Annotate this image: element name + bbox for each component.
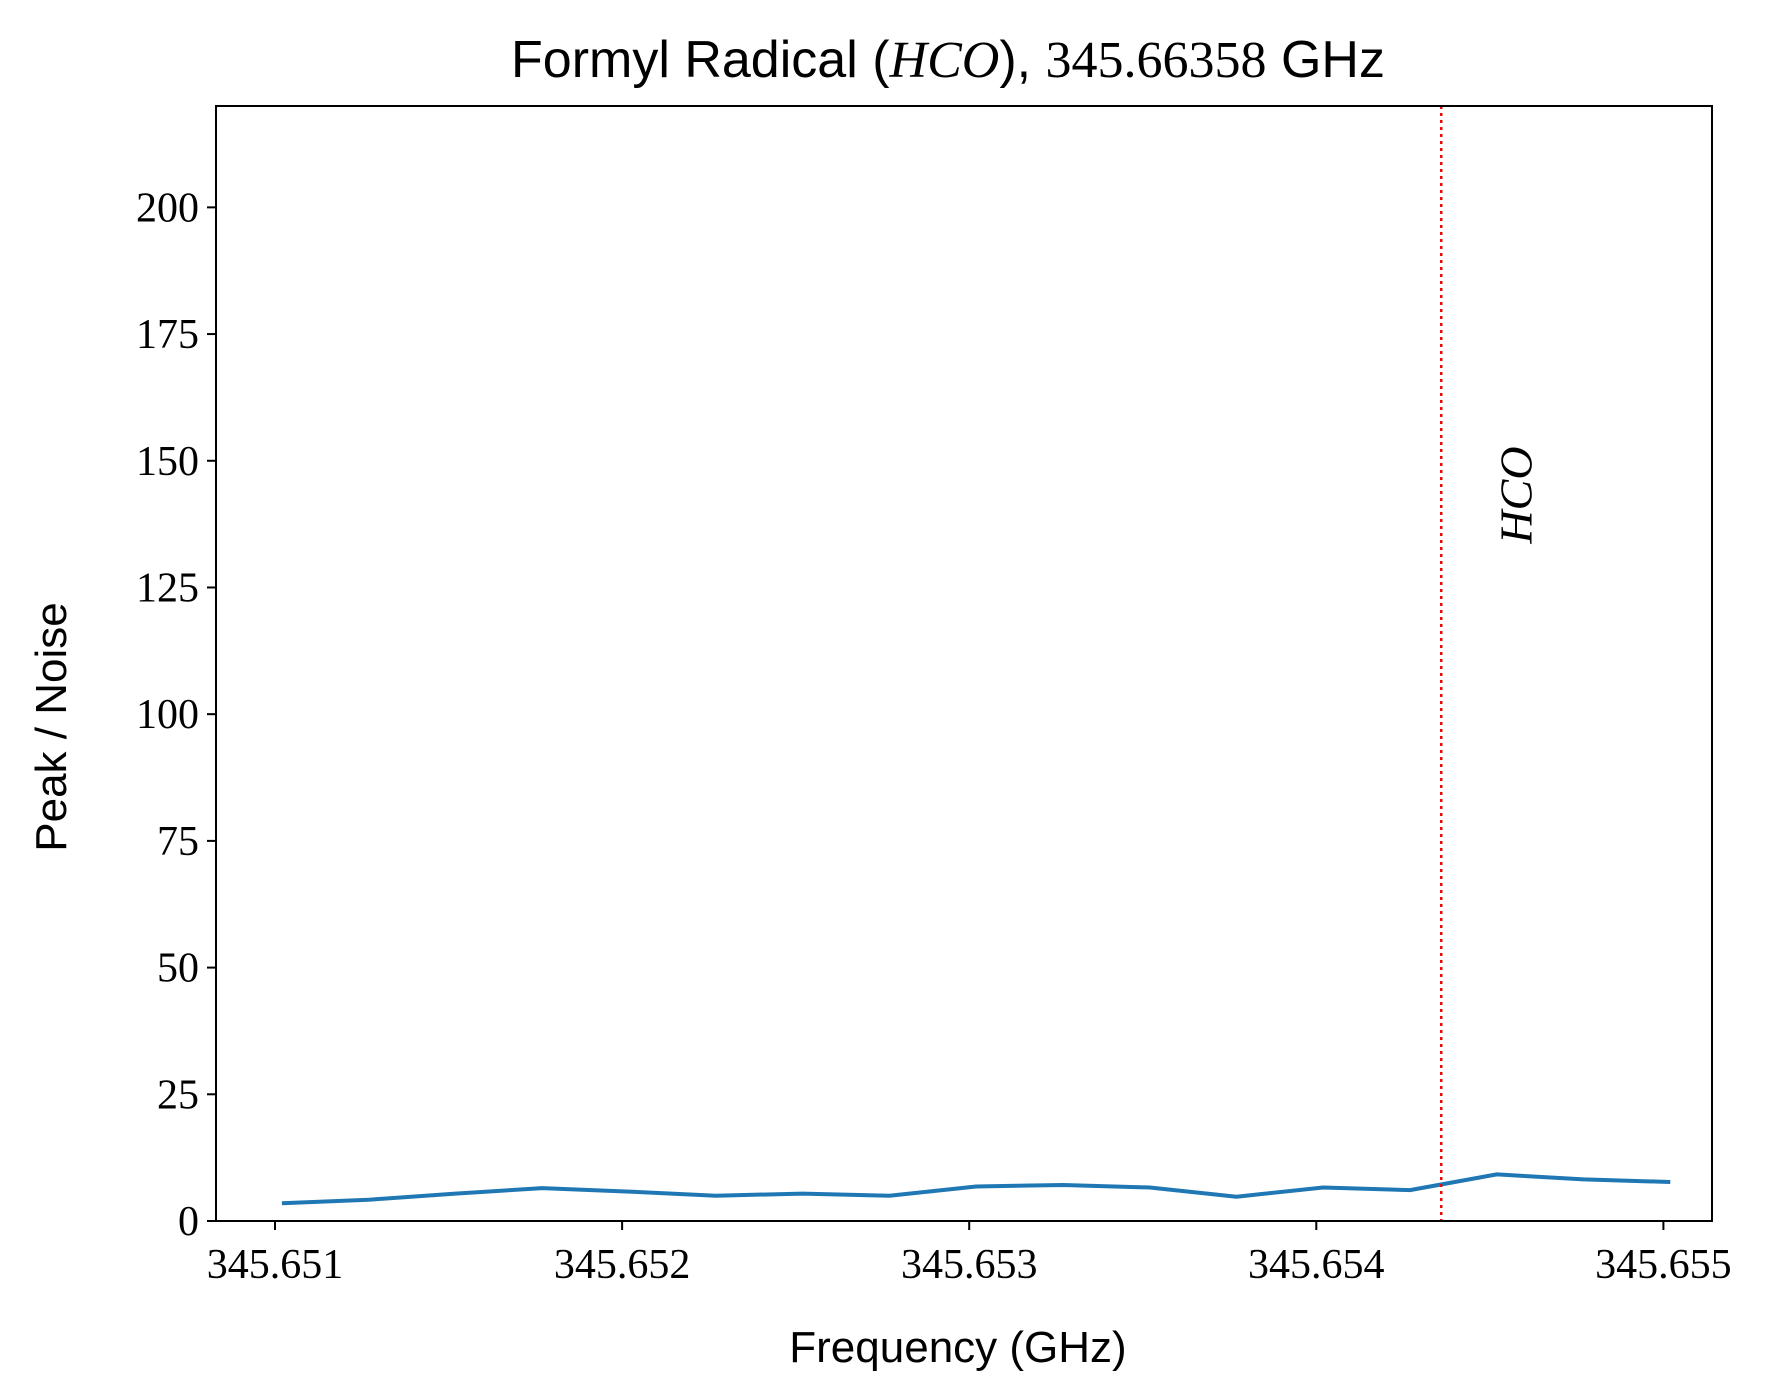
chart-title: Formyl Radical (HCO), 345.66358 GHz <box>511 31 1385 89</box>
title-middle: ), <box>999 31 1045 89</box>
x-axis-label: Frequency (GHz) <box>789 1323 1126 1372</box>
y-tick-label: 175 <box>136 312 199 358</box>
plot-frame <box>215 105 1713 1222</box>
plot-area: HCO 345.651 345.652 345.653 345.654 345.655 0 2… <box>136 105 1732 1288</box>
x-tick-label: 345.654 <box>1248 1242 1385 1288</box>
y-tick-label: 25 <box>157 1072 199 1118</box>
x-tick-label: 345.651 <box>207 1242 344 1288</box>
y-tick-label: 0 <box>178 1199 199 1245</box>
y-tick-label: 150 <box>136 439 199 485</box>
reference-line-label: HCO <box>1490 446 1541 544</box>
x-tick-label: 345.655 <box>1595 1242 1732 1288</box>
x-tick-label: 345.652 <box>554 1242 691 1288</box>
x-tick-label: 345.653 <box>901 1242 1038 1288</box>
title-frequency: 345.66358 <box>1046 32 1267 89</box>
y-tick-label: 200 <box>136 185 199 231</box>
y-axis-label: Peak / Noise <box>27 602 76 851</box>
series-line-1 <box>281 1172 1671 1206</box>
y-tick-label: 50 <box>157 946 199 992</box>
title-molecule: HCO <box>889 32 1000 89</box>
y-tick-label: 75 <box>157 819 199 865</box>
title-suffix: GHz <box>1267 31 1385 89</box>
y-tick-label: 125 <box>136 565 199 611</box>
title-prefix: Formyl Radical ( <box>511 31 890 89</box>
y-tick-label: 100 <box>136 692 199 738</box>
